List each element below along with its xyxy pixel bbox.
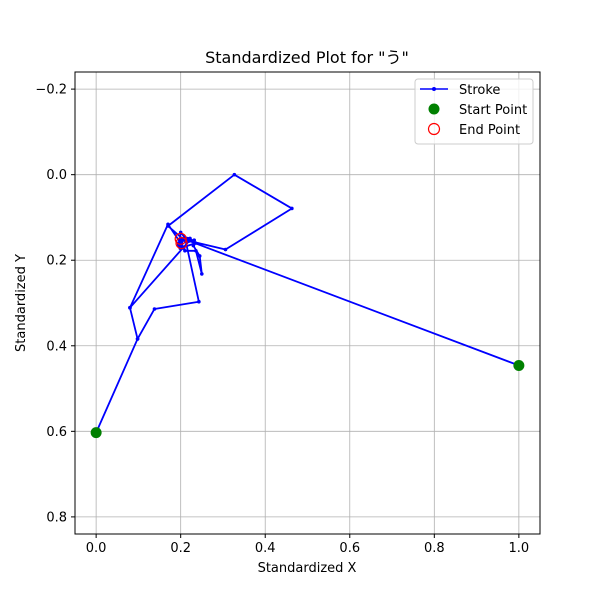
- x-tick-label: 1.0: [509, 541, 530, 556]
- y-tick-label: 0.8: [46, 510, 67, 525]
- legend-stroke-label: Stroke: [459, 83, 500, 98]
- chart-title: Standardized Plot for "う": [205, 48, 409, 67]
- y-tick-label: −0.2: [35, 83, 67, 98]
- start-point-marker: [90, 427, 102, 439]
- y-ticks: −0.2 0.0 0.2 0.4 0.6 0.8: [35, 83, 75, 525]
- legend: Stroke Start Point End Point: [414, 78, 534, 145]
- x-axis-label: Standardized X: [258, 561, 357, 576]
- legend-start-marker: [428, 103, 440, 115]
- stroke-point: [128, 305, 132, 310]
- x-tick-label: 0.2: [170, 541, 191, 556]
- stroke-point: [290, 206, 294, 211]
- stroke-point: [192, 238, 197, 242]
- plot-area: [90, 172, 525, 439]
- stroke-point: [135, 337, 140, 341]
- y-axis-label: Standardized Y: [14, 254, 29, 352]
- stroke-point: [166, 224, 170, 228]
- stroke-point: [197, 254, 202, 258]
- stroke-point: [197, 299, 201, 304]
- x-tick-label: 0.0: [86, 541, 107, 556]
- y-tick-label: 0.2: [46, 254, 67, 269]
- legend-end-marker: [427, 122, 441, 136]
- y-tick-label: 0.0: [46, 168, 67, 183]
- stroke-point: [200, 272, 204, 276]
- legend-end-label: End Point: [459, 123, 520, 138]
- end-point-marker: [174, 232, 187, 245]
- stroke-point: [223, 247, 228, 252]
- y-tick-label: 0.4: [46, 339, 67, 354]
- x-ticks: 0.0 0.2 0.4 0.6 0.8 1.0: [86, 534, 529, 556]
- start-point-marker: [513, 359, 525, 371]
- stroke-point: [191, 243, 196, 248]
- y-tick-label: 0.6: [46, 425, 67, 440]
- x-tick-label: 0.6: [339, 541, 360, 556]
- stroke-point: [193, 241, 198, 245]
- legend-stroke-marker: [432, 87, 436, 91]
- stroke-point: [194, 249, 198, 253]
- legend-box: [414, 78, 534, 145]
- stroke-point: [187, 239, 191, 243]
- plot-frame: [74, 71, 541, 535]
- end-point-marker: [175, 237, 188, 250]
- x-tick-label: 0.4: [255, 541, 276, 556]
- x-tick-label: 0.8: [424, 541, 445, 556]
- legend-start-label: Start Point: [459, 103, 527, 118]
- stroke-point: [152, 307, 157, 311]
- stroke-point: [232, 172, 237, 177]
